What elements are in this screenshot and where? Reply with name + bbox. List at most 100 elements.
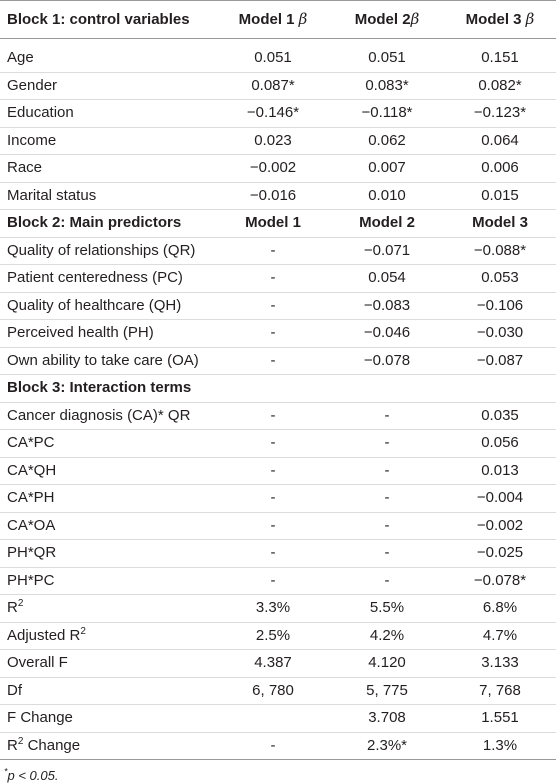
cell-m1: -: [216, 429, 330, 458]
table-row: Race −0.002 0.007 0.006: [0, 154, 556, 183]
table-row: Income 0.023 0.062 0.064: [0, 127, 556, 155]
cell-m1: −0.146*: [216, 99, 330, 128]
footnote-text: p < 0.05.: [7, 768, 59, 783]
row-label: Gender: [0, 72, 216, 100]
cell-m3: 4.7%: [444, 622, 556, 650]
row-label: CA*OA: [0, 512, 216, 540]
cell-m3: 0.006: [444, 154, 556, 183]
cell-m3: −0.030: [444, 319, 556, 348]
row-label: PH*QR: [0, 539, 216, 568]
table-row: Gender 0.087* 0.083* 0.082*: [0, 72, 556, 100]
block2-model3: Model 3: [444, 209, 556, 238]
row-label: Df: [0, 677, 216, 705]
cell-m1: 3.3%: [216, 594, 330, 623]
cell-m1: 0.087*: [216, 72, 330, 100]
cell-m2: −0.071: [330, 237, 444, 265]
cell-m2: -: [330, 429, 444, 458]
cell-m1: 6, 780: [216, 677, 330, 705]
cell-m2: −0.118*: [330, 99, 444, 128]
table-header-row: Block 1: control variables Model 1 β Mod…: [0, 0, 556, 39]
cell-m3: 6.8%: [444, 594, 556, 623]
cell-m1: −0.016: [216, 182, 330, 210]
cell-m2: −0.078: [330, 347, 444, 375]
cell-m2: 4.120: [330, 649, 444, 678]
row-label: Perceived health (PH): [0, 319, 216, 348]
cell-m2: −0.083: [330, 292, 444, 320]
cell-m1: -: [216, 457, 330, 485]
table-row: CA*PH - - −0.004: [0, 484, 556, 513]
row-label: Race: [0, 154, 216, 183]
table-row: Perceived health (PH) - −0.046 −0.030: [0, 319, 556, 348]
cell-m2: -: [330, 512, 444, 540]
header-block1: Block 1: control variables: [0, 0, 216, 39]
cell-m2: -: [330, 402, 444, 430]
cell-m1: -: [216, 567, 330, 595]
stats-row-f-change: F Change 3.708 1.551: [0, 704, 556, 733]
row-label: Overall F: [0, 649, 216, 678]
header-model1: Model 1 β: [216, 0, 330, 39]
cell-m1: 2.5%: [216, 622, 330, 650]
row-label: CA*PC: [0, 429, 216, 458]
cell-m3: −0.002: [444, 512, 556, 540]
block2-header-row: Block 2: Main predictors Model 1 Model 2…: [0, 209, 556, 238]
row-label: F Change: [0, 704, 216, 733]
cell-m1: -: [216, 319, 330, 348]
cell-m2: 4.2%: [330, 622, 444, 650]
cell-m3: 3.133: [444, 649, 556, 678]
cell-m1: -: [216, 402, 330, 430]
cell-m3: −0.123*: [444, 99, 556, 128]
row-label: Own ability to take care (OA): [0, 347, 216, 375]
cell-m3: 0.151: [444, 38, 556, 73]
cell-m3: 0.035: [444, 402, 556, 430]
cell-m3: −0.106: [444, 292, 556, 320]
cell-m3: −0.078*: [444, 567, 556, 595]
block2-model2: Model 2: [330, 209, 444, 238]
cell-m3: 0.053: [444, 264, 556, 293]
cell-m3: −0.088*: [444, 237, 556, 265]
row-label: Patient centeredness (PC): [0, 264, 216, 293]
table-row: Patient centeredness (PC) - 0.054 0.053: [0, 264, 556, 293]
stats-row-overall-f: Overall F 4.387 4.120 3.133: [0, 649, 556, 678]
cell-m3: −0.087: [444, 347, 556, 375]
row-label: Education: [0, 99, 216, 128]
table-row: CA*OA - - −0.002: [0, 512, 556, 540]
cell-m3: 0.015: [444, 182, 556, 210]
cell-m1: −0.002: [216, 154, 330, 183]
table-row: Quality of healthcare (QH) - −0.083 −0.1…: [0, 292, 556, 320]
cell-m2: 5, 775: [330, 677, 444, 705]
table-row: CA*QH - - 0.013: [0, 457, 556, 485]
cell-m2: 2.3%*: [330, 732, 444, 760]
cell-m1: -: [216, 484, 330, 513]
cell-m3: 0.064: [444, 127, 556, 155]
row-label: CA*QH: [0, 457, 216, 485]
cell-m3: 0.082*: [444, 72, 556, 100]
cell-m1: -: [216, 237, 330, 265]
cell-m3: 0.056: [444, 429, 556, 458]
cell-m1: -: [216, 292, 330, 320]
cell-m1: 0.023: [216, 127, 330, 155]
cell-m1: -: [216, 512, 330, 540]
block2-title: Block 2: Main predictors: [0, 209, 216, 238]
row-label: Cancer diagnosis (CA)* QR: [0, 402, 216, 430]
cell-m3: 1.3%: [444, 732, 556, 760]
row-label: Quality of healthcare (QH): [0, 292, 216, 320]
cell-m2: 0.083*: [330, 72, 444, 100]
table-row: PH*PC - - −0.078*: [0, 567, 556, 595]
table-row: Age 0.051 0.051 0.151: [0, 38, 556, 73]
row-label: Marital status: [0, 182, 216, 210]
row-label: CA*PH: [0, 484, 216, 513]
table-row: Marital status −0.016 0.010 0.015: [0, 182, 556, 210]
cell-m2: 0.062: [330, 127, 444, 155]
row-label: Adjusted R2: [0, 622, 216, 650]
cell-m2: 5.5%: [330, 594, 444, 623]
cell-m1: -: [216, 347, 330, 375]
regression-table: Block 1: control variables Model 1 β Mod…: [0, 0, 556, 760]
block3-title: Block 3: Interaction terms: [0, 374, 556, 403]
cell-m2: 0.054: [330, 264, 444, 293]
cell-m1: 0.051: [216, 38, 330, 73]
table-footnote: *p < 0.05.: [0, 760, 556, 783]
row-label: R2 Change: [0, 732, 216, 760]
row-label: R2: [0, 594, 216, 623]
header-model3: Model 3 β: [444, 0, 556, 39]
block3-header-row: Block 3: Interaction terms: [0, 374, 556, 403]
